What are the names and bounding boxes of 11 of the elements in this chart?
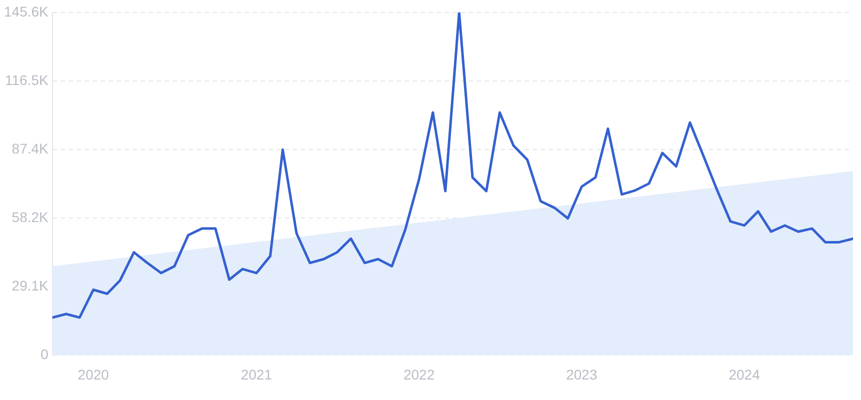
- x-tick-label: 2023: [566, 366, 598, 382]
- y-tick-label: 29.1K: [12, 278, 50, 294]
- x-tick-label: 2022: [403, 366, 435, 382]
- y-tick-label: 87.4K: [12, 140, 50, 156]
- y-tick-label: 145.6K: [4, 3, 50, 20]
- x-tick-label: 2020: [78, 366, 110, 382]
- x-tick-label: 2024: [728, 366, 760, 382]
- y-tick-label: 58.2K: [12, 208, 50, 225]
- y-tick-label: 0: [40, 346, 49, 362]
- y-tick-label: 116.5K: [5, 72, 50, 88]
- x-tick-label: 2021: [240, 366, 272, 382]
